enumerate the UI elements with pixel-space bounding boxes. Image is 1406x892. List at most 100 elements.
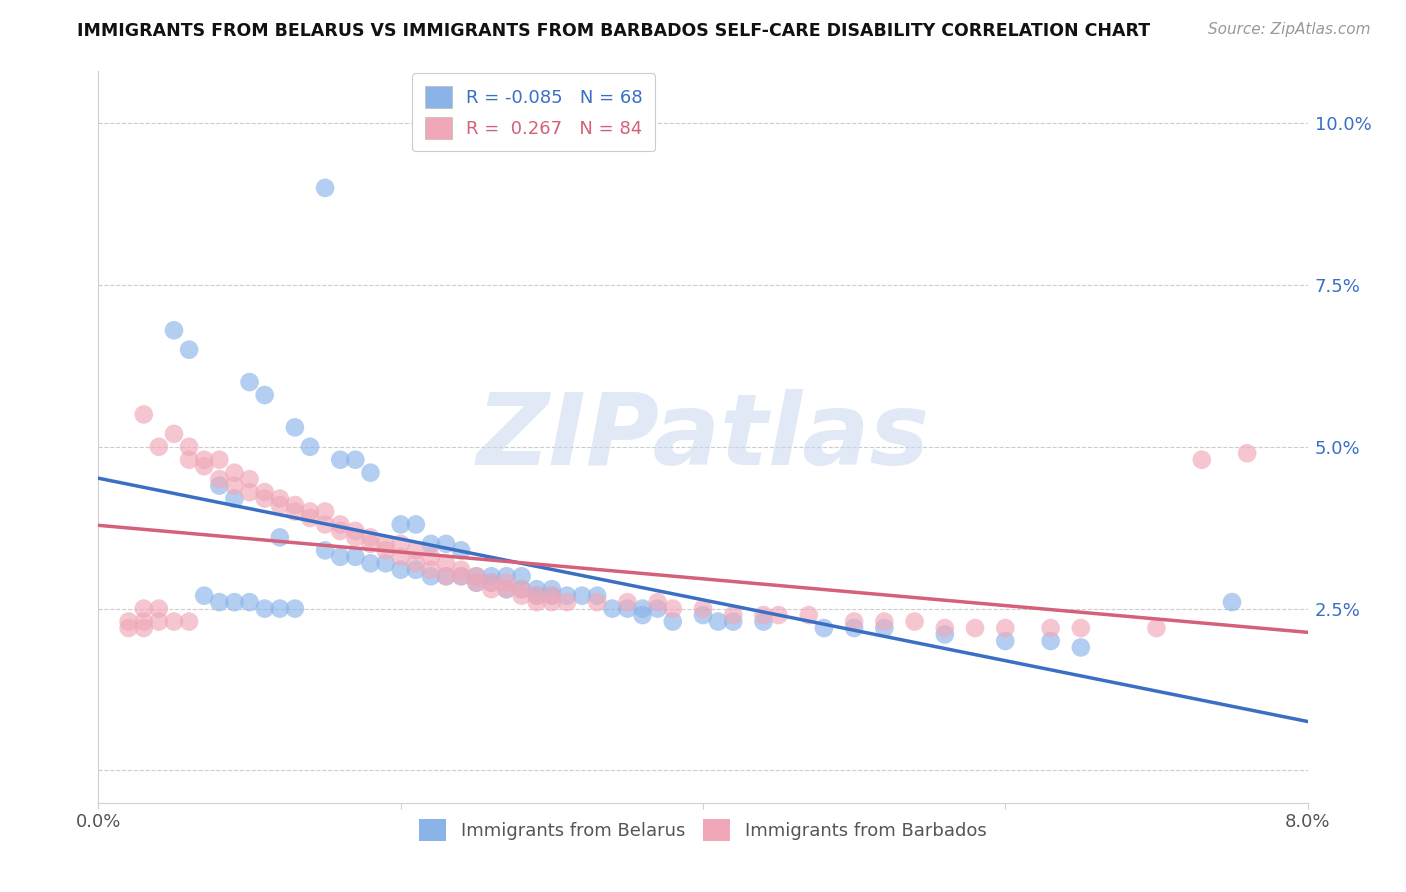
Point [723, 615, 745, 629]
Point [239, 485, 262, 500]
Point [661, 615, 683, 629]
Point [239, 375, 262, 389]
Point [540, 582, 562, 597]
Point [314, 504, 336, 518]
Point [179, 615, 201, 629]
Point [374, 543, 396, 558]
Point [465, 575, 488, 590]
Point [540, 589, 562, 603]
Point [752, 615, 775, 629]
Point [994, 621, 1017, 635]
Point [253, 485, 276, 500]
Point [389, 549, 412, 564]
Point [420, 537, 443, 551]
Point [495, 582, 517, 597]
Point [510, 569, 533, 583]
Point [965, 621, 987, 635]
Point [284, 498, 307, 512]
Point [269, 530, 291, 544]
Point [526, 582, 548, 597]
Point [132, 615, 155, 629]
Point [193, 589, 215, 603]
Point [389, 517, 412, 532]
Point [797, 608, 820, 623]
Point [844, 615, 866, 629]
Point [465, 569, 488, 583]
Point [420, 563, 443, 577]
Point [148, 601, 170, 615]
Point [481, 575, 503, 590]
Point [647, 601, 669, 615]
Point [179, 440, 201, 454]
Point [132, 621, 155, 635]
Point [526, 589, 548, 603]
Point [163, 615, 186, 629]
Point [752, 608, 775, 623]
Point [344, 524, 367, 538]
Point [360, 557, 382, 571]
Point [616, 601, 638, 615]
Point [616, 595, 638, 609]
Point [224, 466, 246, 480]
Point [269, 498, 291, 512]
Point [434, 569, 457, 583]
Point [465, 575, 488, 590]
Point [314, 181, 336, 195]
Point [132, 408, 155, 422]
Point [208, 595, 231, 609]
Point [329, 517, 352, 532]
Point [450, 563, 472, 577]
Legend: Immigrants from Belarus, Immigrants from Barbados: Immigrants from Belarus, Immigrants from… [412, 812, 994, 848]
Point [661, 601, 683, 615]
Point [450, 569, 472, 583]
Point [163, 426, 186, 441]
Point [495, 582, 517, 597]
Point [239, 472, 262, 486]
Point [389, 537, 412, 551]
Point [208, 472, 231, 486]
Point [540, 595, 562, 609]
Point [118, 621, 141, 635]
Point [450, 569, 472, 583]
Point [284, 420, 307, 434]
Point [450, 543, 472, 558]
Point [481, 582, 503, 597]
Point [148, 440, 170, 454]
Point [495, 575, 517, 590]
Point [586, 595, 609, 609]
Point [405, 543, 427, 558]
Point [692, 601, 714, 615]
Point [224, 478, 246, 492]
Point [329, 452, 352, 467]
Point [374, 537, 396, 551]
Point [555, 595, 578, 609]
Point [434, 537, 457, 551]
Point [389, 563, 412, 577]
Point [253, 601, 276, 615]
Point [495, 569, 517, 583]
Point [1070, 640, 1092, 655]
Point [873, 621, 896, 635]
Point [148, 615, 170, 629]
Point [555, 589, 578, 603]
Point [873, 615, 896, 629]
Point [374, 557, 396, 571]
Point [1236, 446, 1258, 460]
Point [284, 504, 307, 518]
Point [510, 589, 533, 603]
Point [813, 621, 835, 635]
Point [723, 608, 745, 623]
Point [329, 524, 352, 538]
Point [481, 575, 503, 590]
Point [118, 615, 141, 629]
Point [360, 466, 382, 480]
Point [434, 569, 457, 583]
Point [299, 440, 322, 454]
Point [526, 595, 548, 609]
Point [904, 615, 927, 629]
Point [405, 517, 427, 532]
Point [314, 543, 336, 558]
Point [405, 557, 427, 571]
Point [253, 388, 276, 402]
Point [253, 491, 276, 506]
